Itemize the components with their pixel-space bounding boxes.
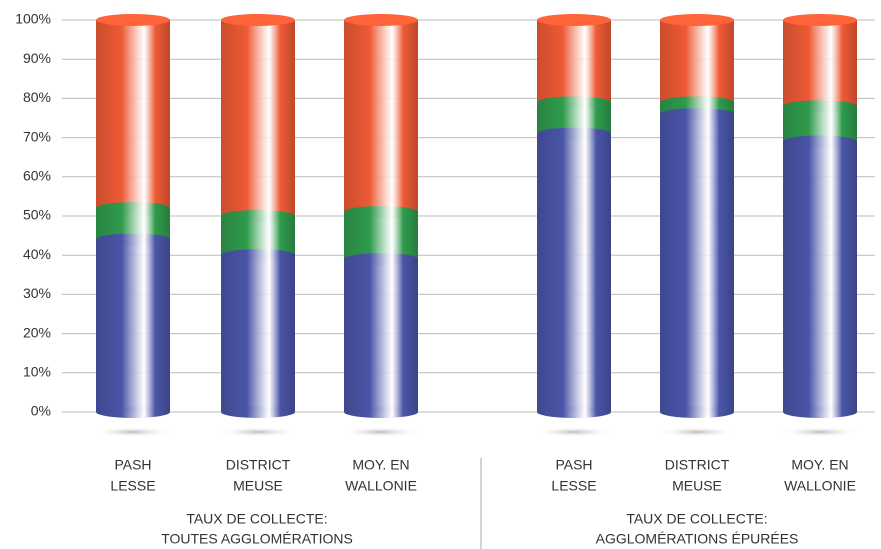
bar-segment <box>660 20 734 103</box>
y-tick-label: 30% <box>23 285 51 301</box>
bar-top <box>96 14 170 26</box>
segment-edge <box>221 210 295 222</box>
y-tick-label: 40% <box>23 246 51 262</box>
segment-edge <box>96 202 170 215</box>
y-tick-label: 50% <box>23 207 51 223</box>
x-tick-label: PASH <box>114 457 151 473</box>
segment-edge <box>660 96 734 109</box>
segment-edge <box>660 108 734 121</box>
segment-edge <box>537 127 611 140</box>
x-tick-label: WALLONIE <box>784 478 856 494</box>
bar-segment <box>221 216 295 256</box>
y-tick-label: 0% <box>31 403 51 419</box>
bar-shadow <box>657 427 737 437</box>
bar-segment <box>660 114 734 412</box>
group-label: TAUX DE COLLECTE: <box>626 511 767 527</box>
group-label: AGGLOMÉRATIONS ÉPURÉES <box>596 531 799 547</box>
x-tick-label: MEUSE <box>233 478 283 494</box>
x-tick-label: MEUSE <box>672 478 722 494</box>
x-tick-label: WALLONIE <box>345 478 417 494</box>
segment-edge <box>96 233 170 246</box>
segment-edge <box>537 96 611 109</box>
y-tick-label: 60% <box>23 168 51 184</box>
bar-segment <box>221 20 295 216</box>
bar-segment <box>537 133 611 412</box>
bar-shadow <box>218 427 298 437</box>
y-tick-label: 90% <box>23 50 51 66</box>
y-tick-label: 80% <box>23 89 51 105</box>
x-tick-label: LESSE <box>110 478 155 494</box>
bar-segment <box>96 20 170 209</box>
y-tick-label: 10% <box>23 364 51 380</box>
bar-segment <box>96 239 170 412</box>
bar-segment <box>221 255 295 412</box>
y-tick-label: 100% <box>15 11 51 27</box>
bar-shadow <box>780 427 860 437</box>
bar-segment <box>783 141 857 412</box>
bar-segment <box>344 212 418 260</box>
bar-segment <box>783 20 857 107</box>
bar-shadow <box>534 427 614 437</box>
y-tick-label: 70% <box>23 128 51 144</box>
group-label: TOUTES AGGLOMÉRATIONS <box>161 531 353 547</box>
bar-segment <box>344 20 418 213</box>
segment-edge <box>783 100 857 113</box>
x-tick-label: MOY. EN <box>352 457 409 473</box>
y-tick-label: 20% <box>23 324 51 340</box>
x-tick-label: DISTRICT <box>226 457 291 473</box>
segment-edge <box>783 135 857 148</box>
bar-shadow <box>93 427 173 437</box>
x-tick-label: DISTRICT <box>665 457 730 473</box>
bar-top <box>783 14 857 26</box>
x-tick-label: PASH <box>555 457 592 473</box>
bar-segment <box>537 20 611 103</box>
segment-edge <box>344 253 418 266</box>
bar-top <box>221 14 295 26</box>
bar-shadow <box>341 427 421 437</box>
x-tick-label: LESSE <box>551 478 596 494</box>
bar-segment <box>344 259 418 412</box>
bar-top <box>660 14 734 26</box>
x-tick-label: MOY. EN <box>791 457 848 473</box>
bar-top <box>537 14 611 26</box>
group-label: TAUX DE COLLECTE: <box>186 511 327 527</box>
segment-edge <box>344 206 418 219</box>
segment-edge <box>221 249 295 262</box>
bar-top <box>344 14 418 26</box>
